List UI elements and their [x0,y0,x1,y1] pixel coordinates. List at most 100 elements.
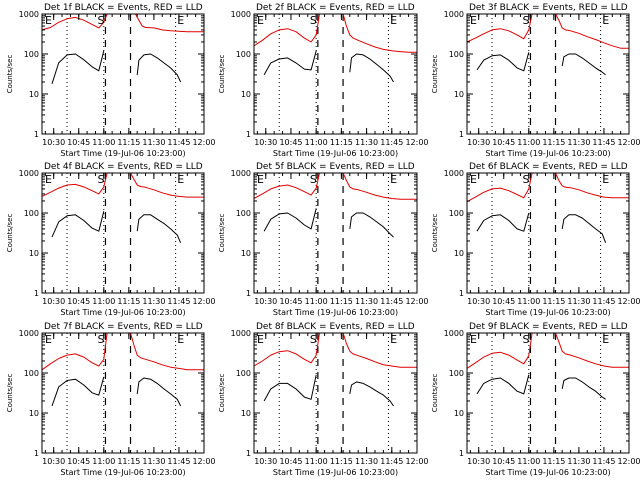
y-tick-label: 1 [246,289,251,298]
x-tick-label: 11:30 [355,138,378,147]
plot-frame [41,13,205,135]
y-tick-label: 1 [459,289,464,298]
event-marker-letter: S [97,333,104,346]
x-tick-label: 12:00 [192,297,215,306]
y-tick-label: 10 [29,409,39,418]
series-line-events [136,53,182,83]
event-marker-letter: S [97,173,104,186]
y-tick-label: 10 [454,90,464,99]
chart-panel-6: Det 6f BLACK = Events, RED = LLD 1 10 100 10… [431,162,640,317]
event-marker-letter: E [177,333,184,346]
x-tick-label: 10:30 [254,457,277,466]
y-axis-label: Counts/sec [6,55,14,94]
y-axis-label: Counts/sec [431,214,439,253]
x-tick-label: 12:00 [405,138,428,147]
x-tick-label: 11:15 [542,297,565,306]
series-line-events [476,52,530,72]
event-marker-letter: S [310,14,317,27]
event-marker-letter: E [602,333,609,346]
x-tick-label: 10:30 [467,297,490,306]
x-tick-label: 10:45 [279,138,302,147]
event-marker-letter: S [97,14,104,27]
series-line-events [476,374,530,395]
x-tick-label: 11:30 [355,457,378,466]
series-line-events [136,214,182,243]
panel-title: Det 8f BLACK = Events, RED = LLD [256,322,415,332]
x-tick-label: 11:45 [167,297,190,306]
x-tick-label: 11:30 [355,297,378,306]
y-tick-label: 1 [246,130,251,139]
y-axis-label: Counts/sec [431,374,439,413]
x-tick-label: 12:00 [617,297,640,306]
plot-frame [466,332,630,454]
y-tick-label: 100 [449,209,464,218]
plot-frame [466,172,630,294]
event-marker-letter: S [310,333,317,346]
y-axis-label: Counts/sec [431,55,439,94]
y-tick-label: 1000 [19,169,39,178]
plot-frame [41,332,205,454]
series-line-events [561,214,607,243]
x-tick-label: 11:00 [92,138,115,147]
y-axis-label: Counts/sec [218,214,226,253]
series-line-events [263,208,317,232]
x-tick-label: 10:45 [279,457,302,466]
x-axis-label: Start Time (19-Jul-06 10:23:00) [485,308,610,317]
plot-frame [253,172,418,294]
x-tick-label: 10:30 [467,138,490,147]
x-tick-label: 11:15 [330,457,353,466]
x-tick-label: 11:15 [117,457,140,466]
x-tick-label: 11:30 [567,138,590,147]
x-tick-label: 11:00 [305,138,328,147]
y-tick-label: 10 [454,249,464,258]
series-line-events [136,377,182,407]
x-tick-label: 10:30 [254,297,277,306]
x-tick-label: 11:15 [117,138,140,147]
plot-frame [466,13,630,135]
x-tick-label: 11:45 [380,138,403,147]
chart-panel-2: Det 2f BLACK = Events, RED = LLD 1 10 100 10… [218,3,429,158]
x-tick-label: 11:00 [305,297,328,306]
panel-title: Det 6f BLACK = Events, RED = LLD [469,162,628,172]
chart-panel-9: Det 9f BLACK = Events, RED = LLD 1 10 100 10… [431,322,640,477]
x-axis-label: Start Time (19-Jul-06 10:23:00) [273,308,398,317]
y-tick-label: 1000 [231,10,251,19]
series-line-events [51,376,105,407]
event-marker-letter: E [177,14,184,27]
y-tick-label: 1 [459,449,464,458]
y-tick-label: 100 [24,50,39,59]
y-tick-label: 100 [236,50,251,59]
y-axis-label: Counts/sec [6,214,14,253]
x-tick-label: 11:45 [167,138,190,147]
y-tick-label: 1000 [231,329,251,338]
x-tick-label: 11:00 [517,457,540,466]
y-tick-label: 10 [241,90,251,99]
x-tick-label: 10:30 [467,457,490,466]
x-tick-label: 11:30 [142,138,165,147]
y-tick-label: 10 [241,409,251,418]
x-tick-label: 10:45 [492,297,515,306]
event-marker-letter: S [522,333,529,346]
x-tick-label: 11:15 [542,138,565,147]
x-tick-label: 12:00 [617,138,640,147]
event-marker-letter: E [45,173,52,186]
plot-frame [253,13,418,135]
y-tick-label: 1 [246,449,251,458]
x-tick-label: 12:00 [192,138,215,147]
event-marker-letter: S [522,173,529,186]
panel-title: Det 1f BLACK = Events, RED = LLD [44,3,203,13]
y-tick-label: 1 [34,130,39,139]
x-tick-label: 12:00 [405,297,428,306]
x-tick-label: 11:45 [592,457,615,466]
x-tick-label: 11:00 [517,138,540,147]
x-tick-label: 10:45 [492,138,515,147]
x-tick-label: 12:00 [405,457,428,466]
x-tick-label: 12:00 [192,457,215,466]
event-marker-letter: E [257,173,264,186]
x-tick-label: 11:00 [92,457,115,466]
panel-title: Det 3f BLACK = Events, RED = LLD [469,3,628,13]
y-tick-label: 100 [24,369,39,378]
x-tick-label: 10:45 [67,138,90,147]
plot-frame [253,332,418,454]
